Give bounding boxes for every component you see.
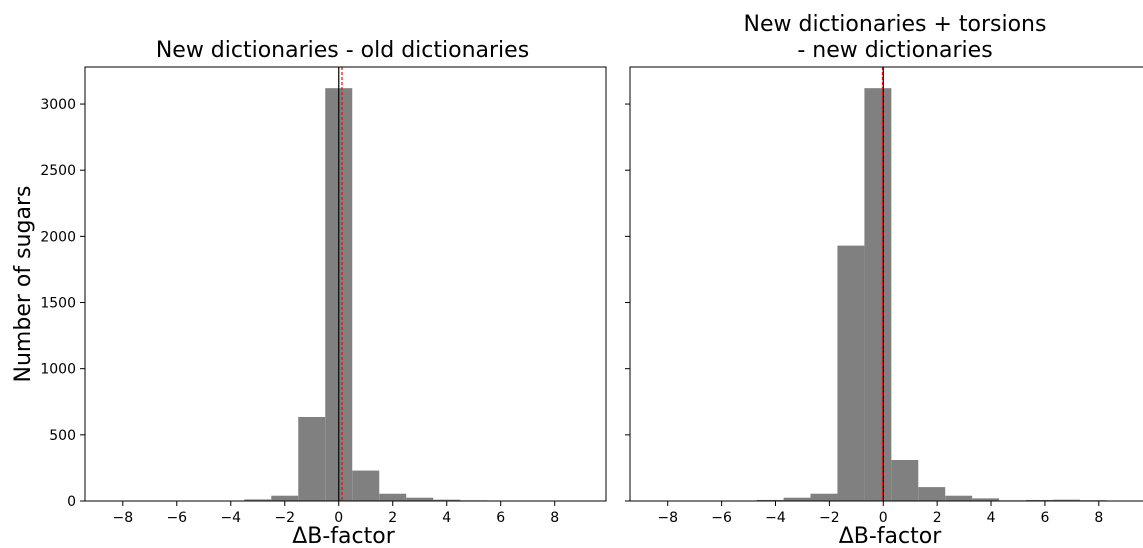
x-tick-label: 2 (933, 510, 942, 526)
histogram-bar (891, 459, 919, 501)
x-tick-label: −4 (220, 510, 241, 526)
x-tick-label: 2 (388, 510, 397, 526)
histogram-bar (918, 487, 946, 501)
y-tick-label: 2000 (40, 229, 76, 245)
x-axis-label: ΔB-factor (839, 524, 942, 548)
histogram-bar (433, 499, 461, 501)
histogram-bar (352, 470, 380, 501)
x-tick-label: −8 (112, 510, 133, 526)
axes-frame (629, 66, 1143, 502)
y-tick-label: 500 (49, 428, 76, 444)
x-tick-label: −4 (765, 510, 786, 526)
x-tick-label: −6 (166, 510, 187, 526)
histogram-bar (271, 495, 299, 501)
y-tick-label: 1000 (40, 362, 76, 378)
left-histogram-panel: −8 −6 −4 −2 0 2 4 6 8 0 500 1000 1500 2000 2500 3000 ΔB-… (40, 38, 607, 548)
right-histogram-panel: −8 −6 −4 −2 0 2 4 6 8 ΔB-factor New dictionaries +… (625, 12, 1143, 548)
panel-title: - new dictionaries (797, 38, 992, 63)
y-tick-label: 0 (67, 494, 76, 510)
x-tick-label: −8 (657, 510, 678, 526)
x-tick-label: −2 (274, 510, 295, 526)
x-tick-label: 6 (1040, 510, 1049, 526)
x-axis-label: ΔB-factor (292, 524, 395, 548)
x-tick-label: 8 (1094, 510, 1103, 526)
histogram-bar (972, 498, 1000, 501)
y-tick-label: 2500 (40, 163, 76, 179)
histogram-bar (244, 499, 272, 501)
panel-title: New dictionaries - old dictionaries (156, 38, 529, 63)
histogram-bar (810, 493, 838, 501)
histogram-bar (945, 495, 973, 501)
histogram-bar (298, 416, 326, 501)
x-tick-label: 4 (442, 510, 451, 526)
histogram-bar (783, 497, 811, 501)
x-tick-label: 0 (879, 510, 888, 526)
y-tick-label: 1500 (40, 296, 76, 312)
axes-frame (84, 66, 607, 502)
histogram-bar (1053, 499, 1080, 501)
x-tick-label: 8 (550, 510, 559, 526)
histogram-bar (379, 493, 407, 501)
histogram-bar (864, 88, 892, 502)
histogram-bar (837, 245, 865, 501)
x-tick-label: −6 (711, 510, 732, 526)
x-tick-label: 6 (496, 510, 505, 526)
histogram-bar (406, 497, 434, 501)
panel-title: New dictionaries + torsions (744, 12, 1047, 37)
histogram-bar (1026, 499, 1054, 501)
x-tick-label: 4 (987, 510, 996, 526)
x-tick-label: −2 (819, 510, 840, 526)
x-tick-label: 0 (334, 510, 343, 526)
y-axis-label: Number of sugars (11, 186, 36, 383)
histogram-bar (756, 499, 784, 501)
y-tick-label: 3000 (40, 97, 76, 113)
